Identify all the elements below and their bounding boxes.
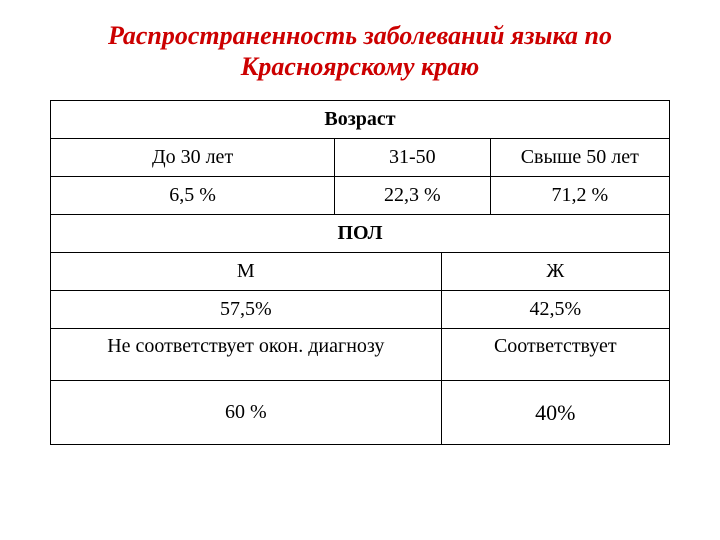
sex-value-cell: 42,5% bbox=[441, 291, 669, 329]
table-row: 57,5% 42,5% bbox=[51, 291, 670, 329]
age-group-cell: 31-50 bbox=[335, 139, 490, 177]
table-row: Не соответствует окон. диагнозу Соответс… bbox=[51, 329, 670, 381]
diagnosis-group-cell: Соответствует bbox=[441, 329, 669, 381]
age-value-cell: 71,2 % bbox=[490, 177, 669, 215]
diagnosis-value-cell: 60 % bbox=[51, 381, 442, 445]
sex-group-cell: М bbox=[51, 253, 442, 291]
table-row: ПОЛ bbox=[51, 215, 670, 253]
data-table: Возраст До 30 лет 31-50 Свыше 50 лет 6,5… bbox=[50, 100, 670, 445]
age-value-cell: 22,3 % bbox=[335, 177, 490, 215]
sex-value-cell: 57,5% bbox=[51, 291, 442, 329]
diagnosis-group-cell: Не соответствует окон. диагнозу bbox=[51, 329, 442, 381]
sex-group-cell: Ж bbox=[441, 253, 669, 291]
age-group-cell: До 30 лет bbox=[51, 139, 335, 177]
table-row: М Ж bbox=[51, 253, 670, 291]
table-row: 6,5 % 22,3 % 71,2 % bbox=[51, 177, 670, 215]
table-row: До 30 лет 31-50 Свыше 50 лет bbox=[51, 139, 670, 177]
slide-container: Распространенность заболеваний языка по … bbox=[0, 0, 720, 540]
slide-title: Распространенность заболеваний языка по … bbox=[50, 20, 670, 82]
diagnosis-value-cell: 40% bbox=[441, 381, 669, 445]
age-value-cell: 6,5 % bbox=[51, 177, 335, 215]
table-row: 60 % 40% bbox=[51, 381, 670, 445]
sex-header: ПОЛ bbox=[51, 215, 670, 253]
age-group-cell: Свыше 50 лет bbox=[490, 139, 669, 177]
table-row: Возраст bbox=[51, 101, 670, 139]
age-header: Возраст bbox=[51, 101, 670, 139]
